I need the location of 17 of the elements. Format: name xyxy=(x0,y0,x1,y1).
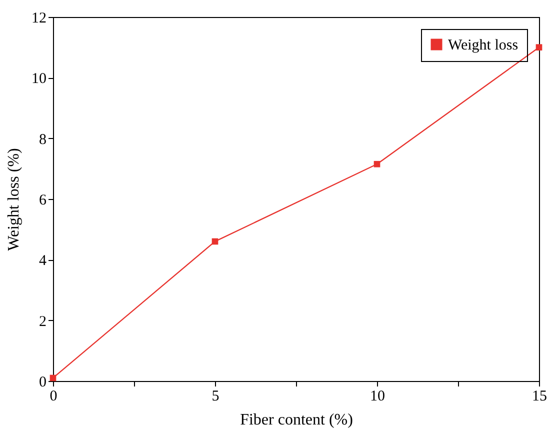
point xyxy=(374,160,380,168)
point xyxy=(536,44,542,50)
y-tick-label: 8 xyxy=(39,132,46,148)
x-tick-label: 0 xyxy=(50,388,58,404)
y-tick-label: 2 xyxy=(39,314,46,330)
y-tick-label: 0 xyxy=(39,374,46,390)
y-tick-label: 4 xyxy=(39,253,47,270)
x-tick-label: 10 xyxy=(370,388,385,404)
y-tick-label: 12 xyxy=(32,10,46,26)
y-tick-label: 10 xyxy=(32,71,46,88)
y-tick-label: 6 xyxy=(39,192,47,208)
x-tick-label: 5 xyxy=(212,388,220,404)
legend-label: Weight loss xyxy=(448,38,518,54)
y-axis-title: Weight loss (%) xyxy=(6,148,22,251)
point xyxy=(212,238,218,245)
x-tick-label: 15 xyxy=(532,388,547,404)
x-axis-title: Fiber content (%) xyxy=(240,412,353,428)
